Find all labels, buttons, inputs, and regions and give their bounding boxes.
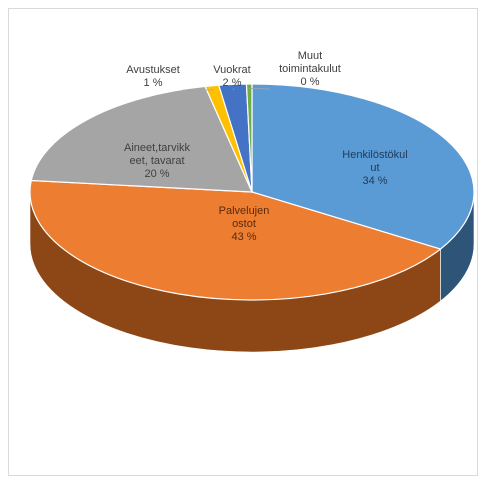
data-label-2: Aineet,tarvikk eet, tavarat 20 %: [124, 142, 191, 180]
leader-line-4: [232, 88, 235, 91]
data-label-5: Muut toimintakulut 0 %: [279, 50, 341, 88]
data-label-0: Henkilöstökul ut 34 %: [342, 149, 407, 187]
pie-top: [29, 83, 475, 301]
leader-line-5: [249, 87, 271, 90]
pie-slice-1: [29, 179, 442, 301]
chart-frame: Henkilöstökul ut 34 % Palvelujen ostot 43 % Ai…: [8, 8, 478, 476]
pie-slice-0: [251, 83, 475, 250]
pie-slice-2: [30, 85, 253, 193]
pie-labels: Henkilöstökul ut 34 % Palvelujen ostot 43 % Ai…: [124, 50, 408, 243]
data-label-1: Palvelujen ostot 43 %: [219, 205, 270, 243]
pie-chart: Henkilöstökul ut 34 % Palvelujen ostot 43 % Ai…: [29, 50, 475, 353]
data-label-3: Avustukset 1 %: [126, 64, 180, 89]
pie-slice-5: [245, 83, 253, 193]
data-label-4: Vuokrat 2 %: [213, 64, 251, 89]
